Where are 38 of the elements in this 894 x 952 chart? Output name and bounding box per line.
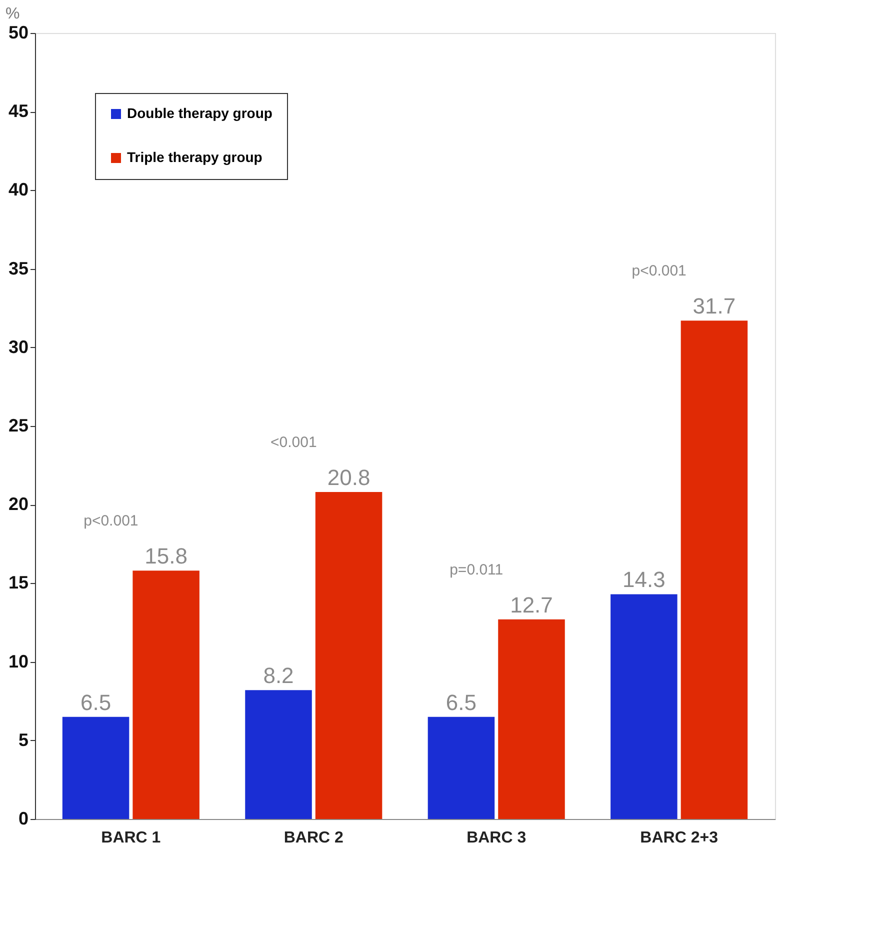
- y-tick-label: 10: [8, 651, 28, 672]
- y-axis-title: %: [6, 6, 20, 22]
- annotation: p=0.011: [450, 561, 504, 578]
- y-tick-label: 0: [18, 808, 28, 828]
- x-tick-label: BARC 1: [101, 830, 161, 846]
- y-tick-label: 25: [8, 416, 28, 436]
- data-label: 6.5: [446, 690, 477, 715]
- y-tick-label: 40: [8, 180, 28, 200]
- legend-label: Triple therapy group: [127, 149, 262, 165]
- data-label: 8.2: [263, 663, 294, 688]
- annotation: p<0.001: [84, 512, 138, 530]
- legend-label: Double therapy group: [127, 105, 272, 121]
- annotation: p<0.001: [632, 262, 686, 280]
- bar: [498, 619, 565, 819]
- y-tick-label: 30: [8, 336, 28, 357]
- data-label: 15.8: [144, 544, 188, 569]
- bar: [680, 320, 748, 819]
- data-label: 6.5: [80, 690, 112, 715]
- bar: [610, 594, 678, 819]
- bar: [428, 716, 495, 819]
- data-label: 12.7: [510, 592, 553, 618]
- bar: [62, 716, 130, 819]
- y-tick-label: 50: [8, 22, 28, 42]
- y-tick-label: 45: [8, 101, 28, 122]
- y-tick-label: 15: [8, 572, 28, 593]
- x-tick-label: BARC 2: [284, 830, 344, 846]
- y-tick-label: 35: [8, 258, 28, 278]
- y-tick-label: 5: [18, 730, 28, 750]
- bar: [245, 690, 312, 819]
- x-tick-label: BARC 2+3: [640, 830, 718, 846]
- data-label: 31.7: [692, 294, 736, 319]
- annotation: <0.001: [270, 434, 317, 452]
- data-label: 20.8: [327, 465, 370, 490]
- y-tick-label: 20: [8, 494, 28, 514]
- bar: [132, 570, 200, 819]
- bar: [315, 492, 382, 819]
- x-tick-label: BARC 3: [466, 830, 526, 846]
- data-label: 14.3: [622, 567, 666, 592]
